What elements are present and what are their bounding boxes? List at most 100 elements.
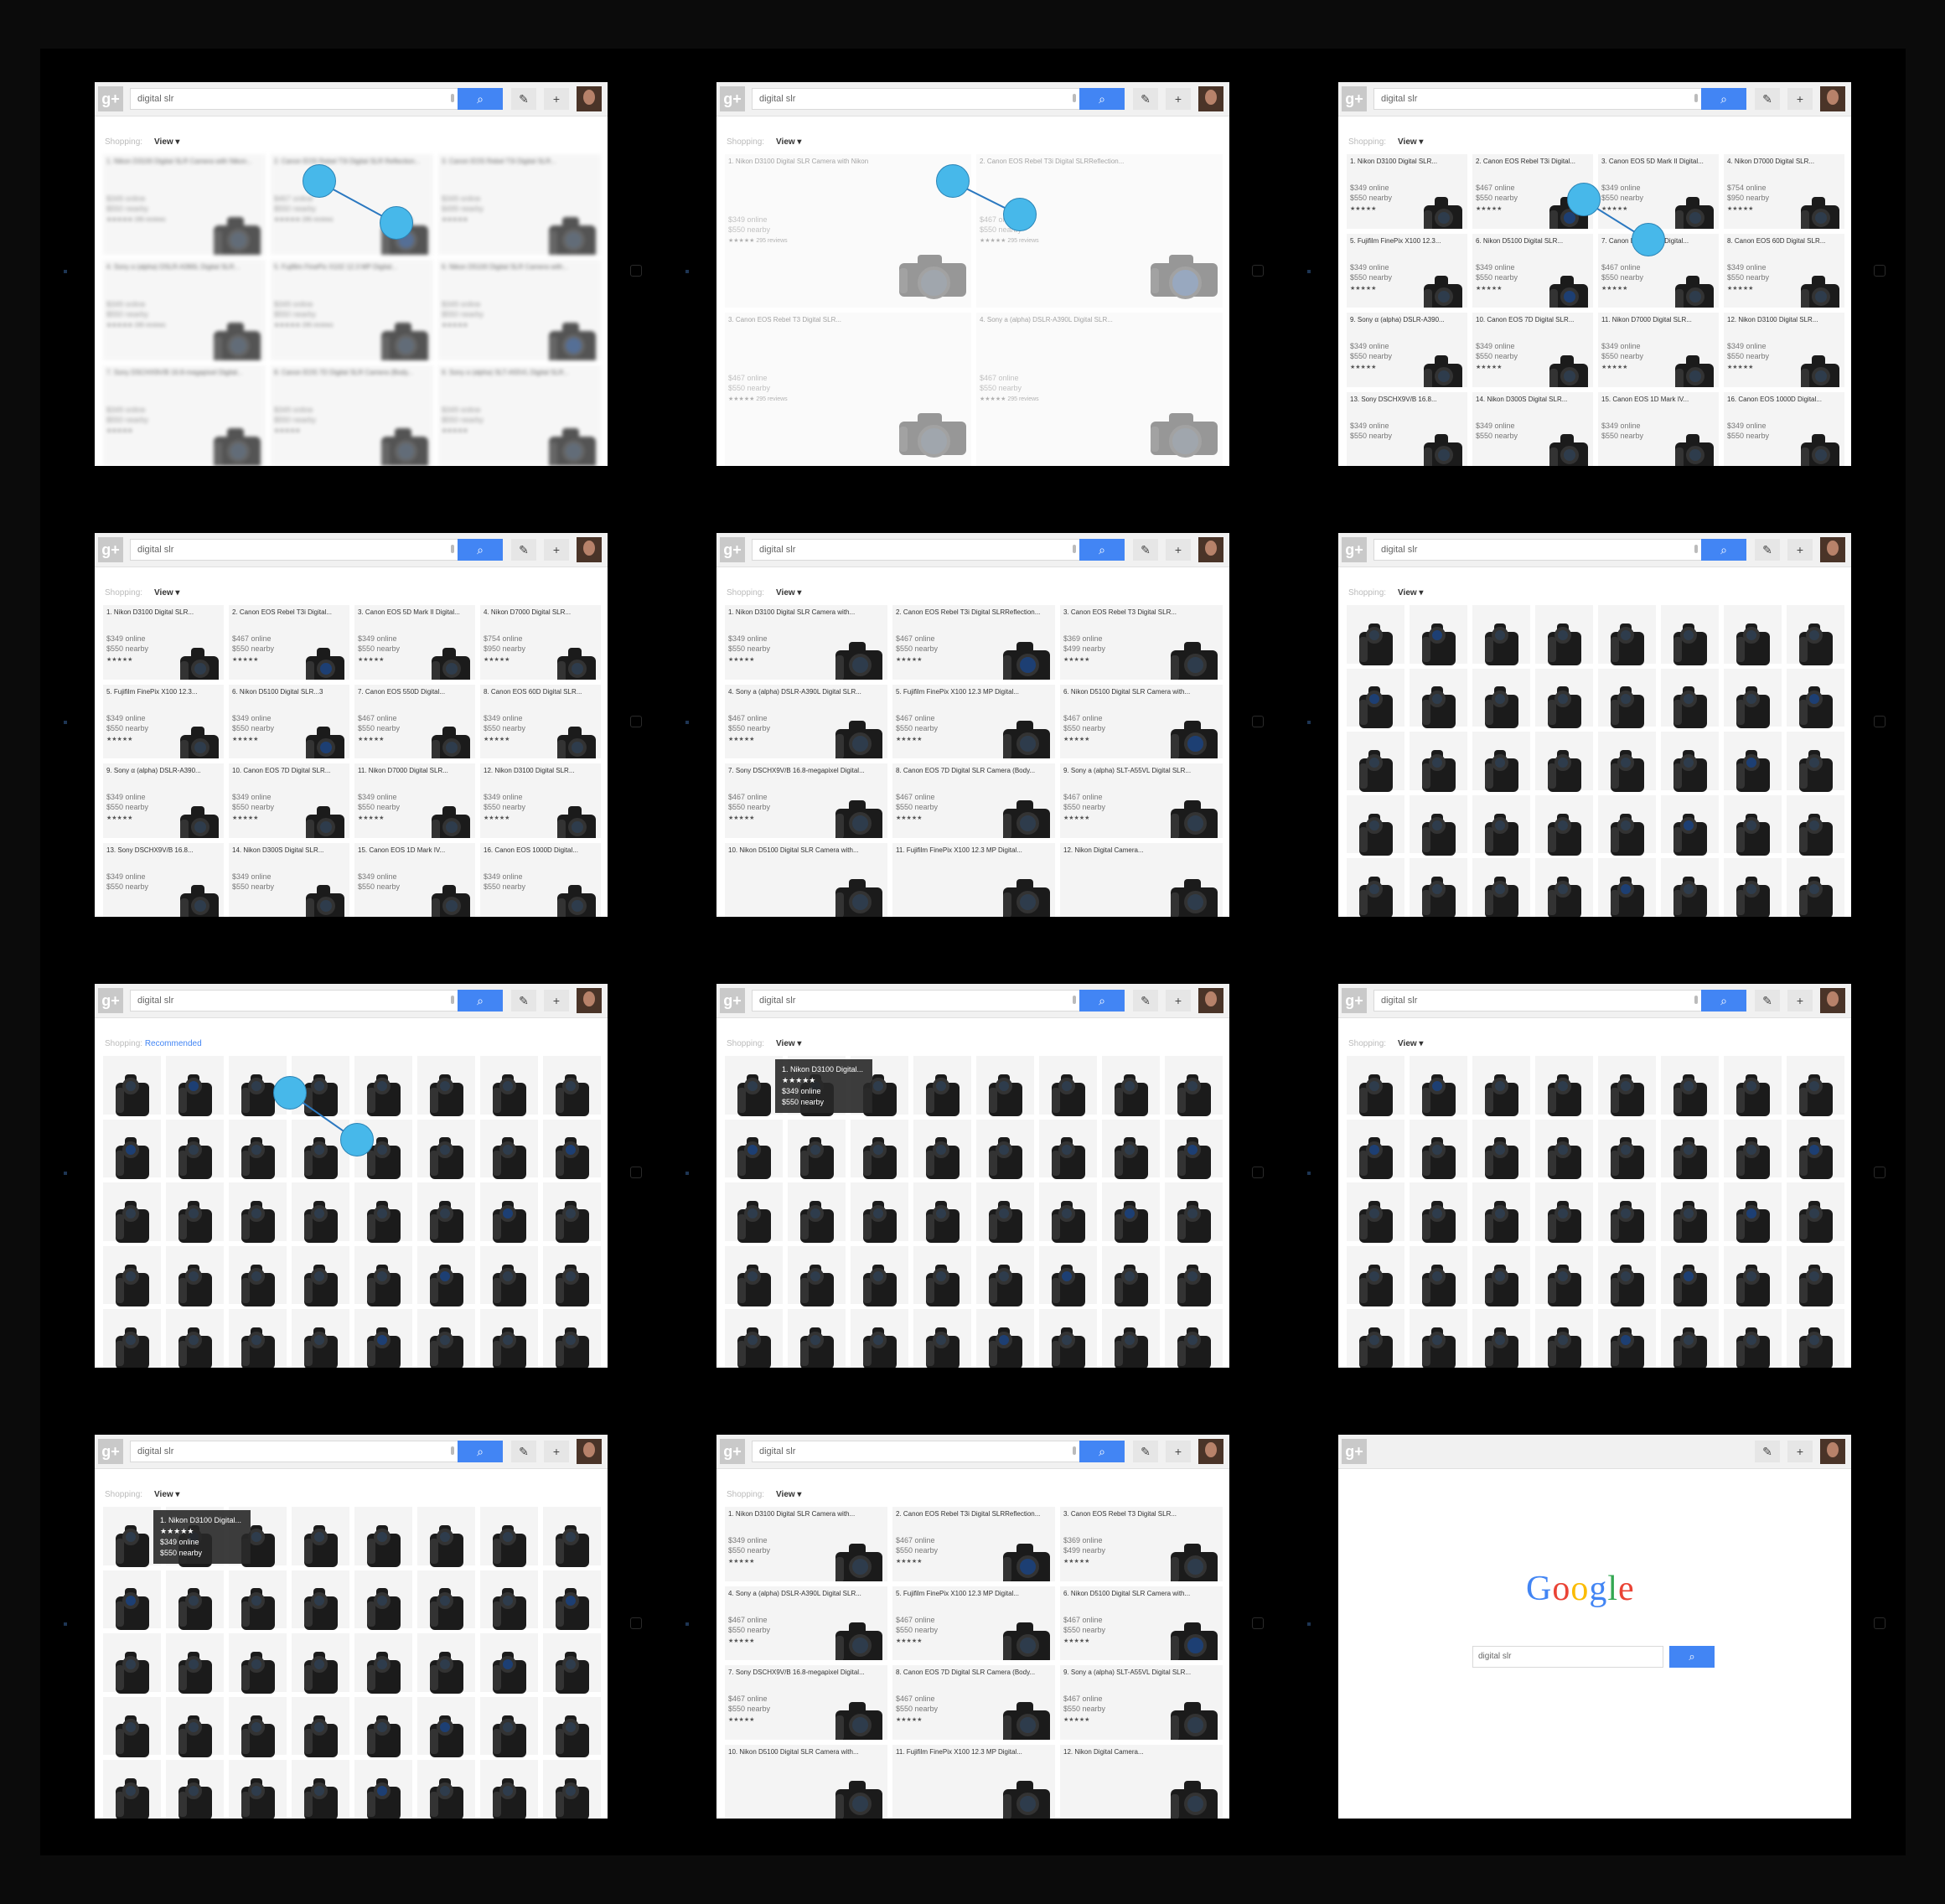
product-title[interactable]: 9. Sony α (alpha) DSLR-A390... [106,767,201,774]
grid-item[interactable] [788,1182,846,1243]
view-dropdown[interactable]: View ▾ [1398,137,1424,147]
grid-item[interactable] [292,1696,349,1757]
search-input[interactable]: digital slr [1373,539,1707,561]
grid-item[interactable] [1661,605,1719,665]
search-button[interactable]: ⌕ [1669,1646,1715,1668]
grid-item[interactable] [1472,732,1530,792]
avatar[interactable] [1820,988,1845,1013]
grid-item[interactable] [1787,794,1844,856]
grid-item[interactable] [1102,1056,1160,1116]
product-title[interactable]: 2. Canon EOS Rebel T3i Digital SLRReflec… [896,608,1041,616]
grid-item[interactable] [1724,668,1782,729]
gplus-logo[interactable]: g+ [720,988,745,1013]
grid-item[interactable] [166,1570,224,1631]
grid-item[interactable] [1724,1309,1782,1368]
search-input[interactable]: digital slr [1373,990,1707,1012]
product-card[interactable]: 10. Nikon D5100 Digital SLR Camera with.… [725,1744,887,1819]
grid-item[interactable] [417,1633,475,1694]
grid-item[interactable] [913,1182,971,1243]
grid-item[interactable] [976,1056,1034,1116]
product-card[interactable]: 2. Canon EOS Rebel T3i Digital SLRReflec… [976,154,1223,308]
gplus-logo[interactable]: g+ [720,86,745,111]
grid-item[interactable] [1472,1182,1530,1243]
grid-item[interactable] [166,1696,224,1757]
pencil-icon[interactable]: ✎ [1133,990,1158,1012]
product-card[interactable]: 11. Fujifilm FinePix X100 12.3 MP Digita… [892,1744,1055,1819]
product-card[interactable]: 9. Sony a (alpha) SLT-A55VL Digital SLR.… [1060,763,1223,838]
product-title[interactable]: 15. Canon EOS 1D Mark IV... [358,846,446,854]
grid-item[interactable] [725,1309,783,1368]
grid-item[interactable] [1598,1119,1656,1180]
product-title[interactable]: 6. Nikon D5100 Digital SLR Camera with..… [442,263,569,271]
pencil-icon[interactable]: ✎ [1755,990,1780,1012]
grid-item[interactable] [480,1570,538,1631]
grid-item[interactable] [354,1056,412,1116]
gplus-logo[interactable]: g+ [720,537,745,562]
product-card[interactable]: 4. Nikon D7000 Digital SLR... $754 online… [480,605,601,680]
search-input[interactable]: digital slr [752,88,1085,110]
product-title[interactable]: 3. Canon EOS Rebel T3i Digital SLR... [442,158,556,165]
grid-item[interactable] [1535,1245,1593,1306]
product-title[interactable]: 6. Nikon D5100 Digital SLR... [1476,236,1564,245]
grid-item[interactable] [292,1633,349,1694]
search-button[interactable]: ⌕ [1079,990,1125,1012]
product-card[interactable]: 2. Canon EOS Rebel T3i Digital SLRReflec… [892,1507,1055,1581]
grid-item[interactable] [354,1507,412,1567]
product-title[interactable]: 5. Fujifilm FinePix X100 12.3... [1350,236,1441,245]
product-card[interactable]: 3. Canon EOS Rebel T3i Digital SLR... $34… [438,154,601,255]
gplus-logo[interactable]: g+ [98,86,123,111]
grid-item[interactable] [1039,1182,1097,1243]
product-title[interactable]: 9. Sony α (alpha) DSLR-A390... [1350,316,1445,323]
product-title[interactable]: 14. Nikon D300S Digital SLR... [232,846,324,854]
grid-item[interactable] [1661,794,1719,856]
grid-item[interactable] [417,1760,475,1819]
grid-item[interactable] [166,1056,224,1116]
product-title[interactable]: 7. Sony DSCHX9V/B 16.8-megapixel Digital… [728,1669,865,1676]
pencil-icon[interactable]: ✎ [511,539,536,561]
grid-item[interactable] [725,1119,783,1180]
search-input[interactable]: digital slr [130,88,463,110]
product-title[interactable]: 1. Nikon D3100 Digital SLR... [1350,158,1438,165]
product-card[interactable]: 4. Nikon D7000 Digital SLR... $754 online… [1724,154,1844,229]
grid-item[interactable] [354,1245,412,1306]
product-card[interactable]: 15. Canon EOS 1D Mark IV... $349 online $5… [354,842,475,917]
grid-item[interactable] [417,1245,475,1306]
grid-item[interactable] [166,1760,224,1819]
grid-item[interactable] [725,1245,783,1306]
plus-button[interactable]: + [544,88,569,110]
product-card[interactable]: 3. Canon EOS Rebel T3 Digital SLR... $369… [1060,605,1223,680]
product-card[interactable]: 12. Nikon D3100 Digital SLR... $349 onlin… [480,763,601,838]
product-card[interactable]: 4. Sony a (alpha) DSLR-A390L Digital SLR… [725,684,887,758]
grid-item[interactable] [788,1245,846,1306]
product-title[interactable]: 9. Sony a (alpha) SLT-A55VL Digital SLR.… [1063,767,1192,774]
search-input[interactable]: digital slr [752,1441,1085,1462]
grid-item[interactable] [1535,794,1593,856]
grid-item[interactable] [1724,1119,1782,1180]
grid-item[interactable] [480,1633,538,1694]
avatar[interactable] [1198,86,1223,111]
grid-item[interactable] [1347,1056,1404,1116]
product-title[interactable]: 10. Canon EOS 7D Digital SLR... [1476,316,1575,323]
grid-item[interactable] [1598,605,1656,665]
grid-item[interactable] [1347,732,1404,792]
product-card[interactable]: 1. Nikon D3100 Digital SLR Camera with..… [725,1507,887,1581]
grid-item[interactable] [1165,1309,1223,1368]
grid-item[interactable] [229,1309,287,1368]
search-button[interactable]: ⌕ [1079,88,1125,110]
product-card[interactable]: 3. Canon EOS 5D Mark II Digital... $349 o… [354,605,475,680]
grid-item[interactable] [480,1119,538,1180]
grid-item[interactable] [1724,1245,1782,1306]
search-input[interactable]: digital slr [752,539,1085,561]
search-button[interactable]: ⌕ [1701,990,1746,1012]
product-title[interactable]: 15. Canon EOS 1D Mark IV... [1601,395,1689,403]
product-card[interactable]: 3. Canon EOS 5D Mark II Digital... $349 o… [1598,154,1719,229]
search-button[interactable]: ⌕ [1079,1441,1125,1462]
grid-item[interactable] [851,1182,908,1243]
grid-item[interactable] [1535,1309,1593,1368]
grid-item[interactable] [1165,1056,1223,1116]
product-title[interactable]: 12. Nikon Digital Camera... [1063,1747,1144,1756]
grid-item[interactable] [1347,858,1404,917]
grid-item[interactable] [292,1309,349,1368]
grid-item[interactable] [1472,794,1530,856]
plus-button[interactable]: + [1166,990,1191,1012]
